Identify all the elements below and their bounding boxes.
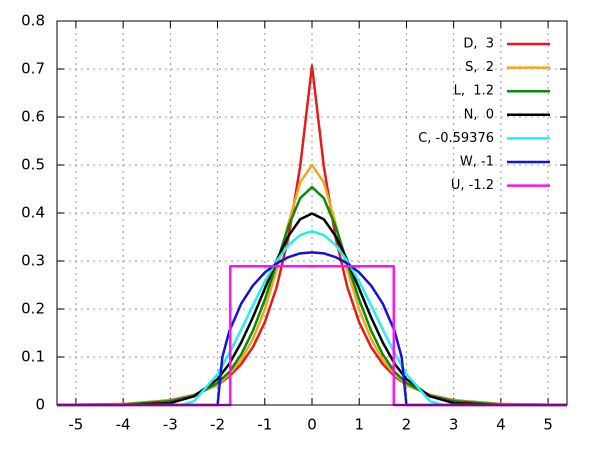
y-tick-label: 0.6 [21, 108, 45, 126]
x-tick-label: -1 [257, 416, 272, 434]
x-tick-label: 5 [543, 416, 553, 434]
y-tick-label: 0.1 [21, 348, 45, 366]
x-tick-label: 0 [307, 416, 317, 434]
legend-label: S, 2 [465, 60, 494, 75]
legend-label: W, -1 [460, 155, 494, 170]
y-tick-label: 0.5 [21, 156, 45, 174]
series-line [57, 212, 567, 407]
x-tick-label: -4 [116, 416, 131, 434]
y-tick-label: 0.4 [21, 204, 45, 222]
legend-label: N, 0 [464, 107, 494, 122]
series-line [57, 229, 567, 407]
legend-label: L, 1.2 [454, 84, 494, 99]
legend-label: U, -1.2 [451, 178, 494, 193]
x-tick-label: -3 [163, 416, 178, 434]
x-tick-label: -5 [68, 416, 83, 434]
x-tick-label: 2 [402, 416, 412, 434]
x-tick-label: -2 [210, 416, 225, 434]
legend-label: D, 3 [463, 37, 494, 52]
x-tick-label: 3 [449, 416, 459, 434]
series-line [56, 185, 568, 407]
y-tick-label: 0 [35, 396, 45, 414]
y-tick-label: 0.3 [21, 252, 45, 270]
y-tick-label: 0.2 [21, 300, 45, 318]
x-tick-label: 1 [354, 416, 364, 434]
series-line [57, 265, 567, 407]
x-tick-label: 4 [496, 416, 506, 434]
legend-label: C, -0.59376 [418, 131, 494, 146]
series-line [57, 251, 567, 407]
y-tick-label: 0.7 [21, 60, 45, 78]
series-line [56, 163, 568, 407]
plot-border [56, 20, 568, 406]
y-tick-label: 0.8 [21, 12, 45, 30]
